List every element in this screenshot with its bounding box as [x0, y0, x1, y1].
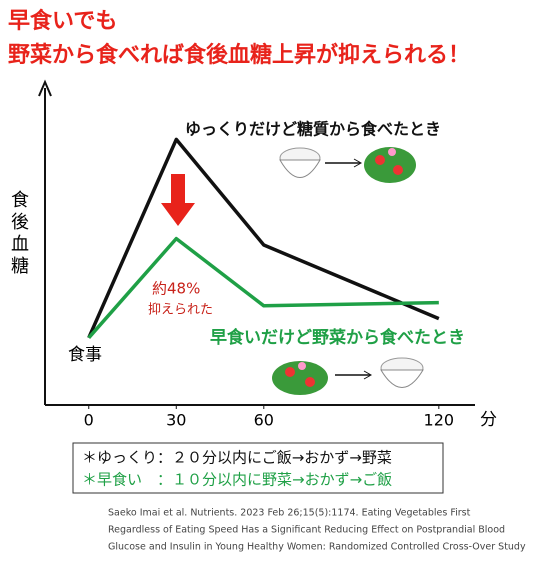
annotation: 抑えられた	[148, 303, 213, 318]
axis-arrow	[38, 79, 52, 97]
series-label: ゆっくりだけど糖質から食べたとき	[185, 120, 441, 139]
icon-arrow	[353, 158, 363, 168]
x-tick-label: 60	[254, 411, 274, 430]
y-axis-label: 食後血糖	[8, 190, 29, 278]
citation: Regardless of Eating Speed Has a Signifi…	[108, 525, 505, 536]
note: ＊早食い ：１０分以内に野菜→おかず→ご飯	[82, 471, 392, 489]
citation: Saeko Imai et al. Nutrients. 2023 Feb 26…	[108, 508, 471, 519]
x-unit: 分	[480, 410, 497, 430]
x-tick-label: 120	[424, 411, 455, 430]
citation: Glucose and Insulin in Young Healthy Wom…	[108, 542, 526, 553]
note: ＊ゆっくり：２０分以内にご飯→おかず→野菜	[82, 449, 392, 467]
series-line	[87, 236, 439, 339]
salad-icon	[364, 147, 416, 183]
x-tick-label: 0	[84, 411, 94, 430]
salad-icon	[272, 361, 328, 395]
annotation: 食事	[68, 345, 102, 365]
icon-arrow	[363, 370, 373, 380]
series-label: 早食いだけど野菜から食べたとき	[210, 327, 465, 348]
annotation: 約48%	[152, 280, 200, 298]
title-line: 早食いでも	[8, 8, 117, 34]
x-tick-label: 30	[166, 411, 186, 430]
series-line	[87, 137, 440, 339]
note-box	[72, 442, 444, 494]
down-arrow	[161, 174, 195, 226]
title-line: 野菜から食べれば食後血糖上昇が抑えられる！	[8, 42, 470, 68]
rice-bowl-icon	[279, 147, 321, 178]
rice-bowl-icon	[380, 357, 424, 388]
